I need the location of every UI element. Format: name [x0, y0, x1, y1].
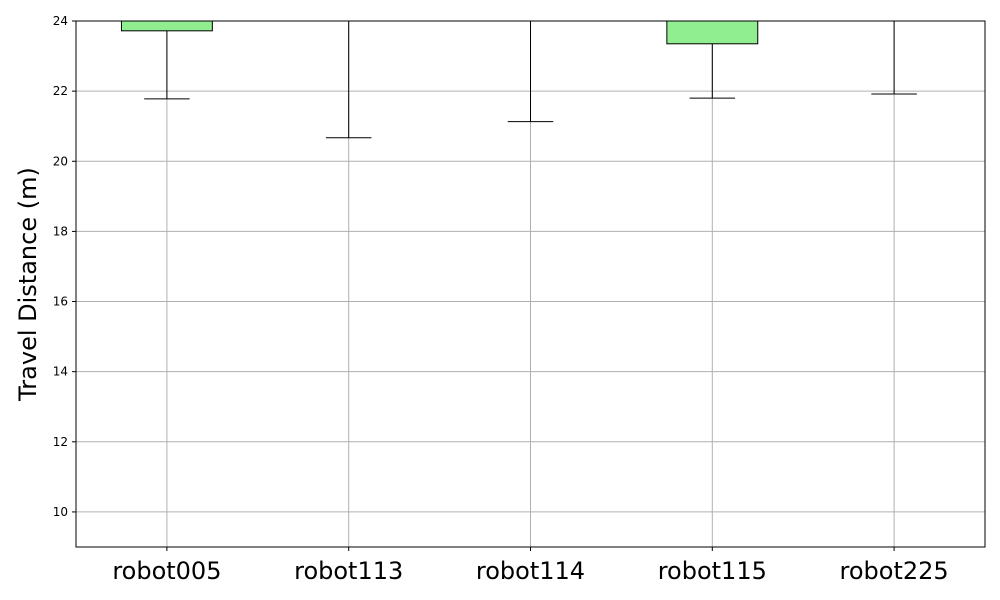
y-axis-label: Travel Distance (m)	[14, 167, 42, 402]
box-body	[120, 20, 213, 32]
y-tick-label: 22	[53, 84, 68, 98]
y-axis: 10 12 14 16 18 20 22 24	[53, 14, 76, 519]
box-robot225	[871, 21, 917, 95]
y-tick-label: 24	[53, 14, 68, 28]
x-tick-label: robot114	[476, 557, 585, 585]
x-tick-label: robot113	[294, 557, 403, 585]
boxes	[120, 20, 917, 139]
y-tick-label: 10	[53, 505, 68, 519]
x-tick-label: robot225	[840, 557, 949, 585]
x-axis: robot005 robot113 robot114 robot115 robot225	[112, 547, 949, 585]
box-robot113	[325, 21, 372, 139]
y-tick-label: 18	[53, 224, 68, 238]
y-tick-label: 12	[53, 435, 68, 449]
y-tick-label: 20	[53, 154, 68, 168]
x-tick-label: robot005	[112, 557, 221, 585]
x-tick-label: robot115	[658, 557, 767, 585]
box-body	[666, 20, 759, 45]
y-tick-label: 14	[53, 365, 68, 379]
y-tick-label: 16	[53, 295, 68, 309]
box-robot114	[507, 21, 554, 123]
